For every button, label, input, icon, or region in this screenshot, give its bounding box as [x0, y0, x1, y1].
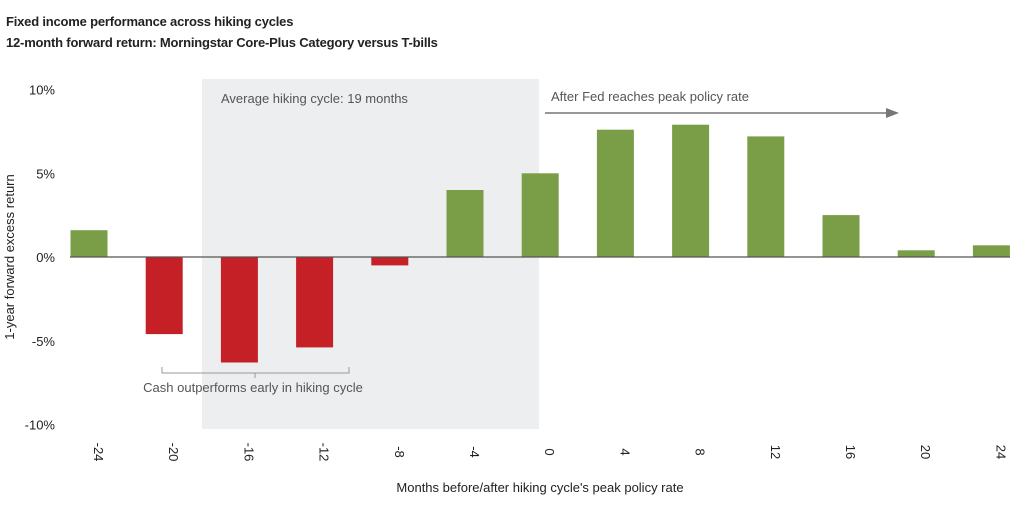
y-axis-label: 1-year forward excess return	[2, 174, 17, 339]
bar-8	[672, 124, 710, 257]
y-tick-label: -10%	[25, 418, 56, 433]
bar-0	[521, 173, 559, 258]
y-tick-labels: 10% 5% 0% -5% -10%	[25, 83, 56, 433]
after-peak-arrow-head	[886, 108, 899, 118]
cash-outperforms-bracket	[161, 367, 350, 378]
bar--4	[446, 190, 484, 257]
x-tick-label: -20	[166, 443, 181, 462]
bar--24	[70, 230, 108, 257]
bar-12	[747, 136, 785, 257]
average-hiking-cycle-shade	[202, 79, 539, 429]
cash-outperforms-annotation: Cash outperforms early in hiking cycle	[143, 380, 363, 395]
bar--16	[220, 257, 258, 363]
x-tick-label: 4	[617, 448, 632, 455]
bar--20	[145, 257, 183, 335]
bar-16	[822, 215, 860, 257]
x-tick-label: 0	[542, 448, 557, 455]
x-tick-label: -24	[91, 443, 106, 462]
bars-group	[70, 124, 1010, 363]
average-cycle-annotation: Average hiking cycle: 19 months	[221, 91, 408, 106]
bar--12	[296, 257, 334, 348]
chart-title: Fixed income performance across hiking c…	[6, 14, 294, 29]
x-tick-label: 24	[993, 445, 1008, 459]
x-tick-label: -16	[241, 443, 256, 462]
bar-20	[897, 250, 935, 257]
x-tick-label: 20	[918, 445, 933, 459]
y-tick-label: -5%	[32, 334, 56, 349]
y-tick-label: 0%	[36, 250, 55, 265]
bar-24	[972, 245, 1010, 257]
y-tick-label: 10%	[29, 83, 55, 98]
x-tick-label: -4	[467, 446, 482, 458]
y-tick-label: 5%	[36, 166, 55, 181]
bar--8	[371, 257, 409, 266]
x-tick-labels: -24 -20 -16 -12 -8 -4 0 4 8 12 16 20 24	[91, 443, 1008, 462]
bar-4	[596, 129, 634, 257]
x-tick-label: -12	[317, 443, 332, 462]
chart-subtitle: 12-month forward return: Morningstar Cor…	[6, 35, 438, 50]
x-tick-label: 16	[843, 445, 858, 459]
x-tick-label: 8	[693, 448, 708, 455]
x-axis-label: Months before/after hiking cycle's peak …	[396, 480, 683, 495]
x-tick-label: -8	[392, 446, 407, 458]
x-tick-label: 12	[768, 445, 783, 459]
after-peak-annotation: After Fed reaches peak policy rate	[551, 89, 749, 104]
